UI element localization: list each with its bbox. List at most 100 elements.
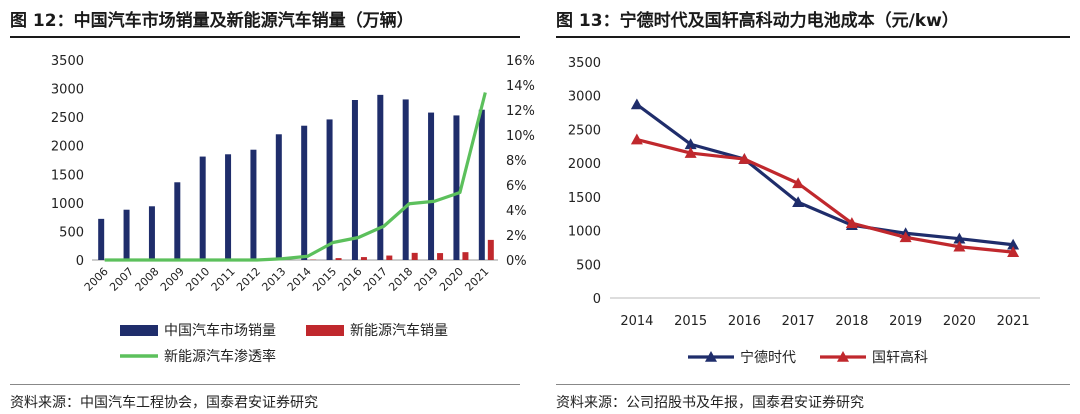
right-y-tick-label: 12% [506,104,535,119]
cost-x-tick-label: 2019 [889,314,922,329]
left-x-tick-label: 2008 [133,265,162,294]
right-y-tick-label: 14% [506,79,535,94]
cost-x-tick-label: 2016 [728,314,761,329]
gotion-cost-point [630,133,643,145]
right-y-tick-label: 6% [506,179,527,194]
auto-sales-bar [250,149,257,260]
left-x-tick-label: 2019 [412,265,441,294]
legend-label-catl: 宁德时代 [740,349,796,366]
catl-cost-line [635,103,1014,247]
gotion-cost-point [684,147,697,158]
left-x-tick-label: 2011 [209,265,238,294]
left-y-tick-label: 2500 [51,111,84,126]
cost-y-tick-label: 2000 [568,157,601,172]
gotion-cost-point [845,217,858,228]
cost-x-tick-label: 2014 [620,314,653,329]
left-x-tick-label: 2017 [361,265,390,294]
gotion-cost-point [953,240,966,252]
left-source-note: 资料来源：中国汽车工程协会，国泰君安证券研究 [10,395,318,411]
cost-y-tick-label: 2500 [568,123,601,138]
auto-sales-bar [402,99,409,260]
cost-y-tick-label: 1500 [568,191,601,206]
left-x-tick-label: 2012 [234,265,263,294]
catl-cost-point [630,98,643,110]
legend-label-gotion: 国轩高科 [872,349,928,366]
legend-swatch-gotion-marker [837,351,849,362]
gotion-cost-line [636,137,1014,254]
auto-sales-bar [351,100,358,260]
left-y-tick-label: 500 [59,225,84,240]
gotion-cost-point [1007,246,1020,257]
left-y-tick-label: 3500 [51,54,84,69]
cost-y-tick-label: 0 [593,292,601,307]
auto-sales-bar [377,94,384,260]
cost-x-tick-label: 2017 [782,314,815,329]
left-x-tick-label: 2009 [158,265,187,294]
left-y-tick-label: 3000 [51,83,84,98]
legend-swatch-auto-sales [120,325,158,336]
cost-y-tick-label: 3500 [568,56,601,71]
right-y-tick-label: 8% [506,154,527,169]
right-source-rule [556,384,1070,385]
right-y-tick-label: 2% [506,229,527,244]
cost-x-tick-label: 2015 [674,314,707,329]
gotion-cost-point [792,177,805,189]
left-x-tick-label: 2006 [82,265,111,294]
left-x-tick-label: 2014 [285,265,314,294]
left-x-tick-label: 2013 [259,265,288,294]
right-source-note: 资料来源：公司招股书及年报，国泰君安证券研究 [556,395,864,411]
right-y-tick-label: 16% [506,54,535,69]
auto-sales-bar [174,182,181,260]
auto-sales-bar [275,134,282,260]
right-title-rule [556,36,1070,38]
auto-sales-bar [478,109,485,260]
cost-x-tick-label: 2018 [835,314,868,329]
left-x-tick-label: 2016 [336,265,365,294]
auto-sales-bar [98,218,105,260]
nev-sales-bar [462,252,469,260]
auto-sales-bar [123,209,130,260]
left-x-tick-label: 2010 [183,265,212,294]
nev-sales-bar [360,257,367,260]
left-y-tick-label: 1000 [51,197,84,212]
right-y-tick-label: 4% [506,204,527,219]
right-figure-title: 图 13：宁德时代及国轩高科动力电池成本（元/kw） [556,11,959,31]
cost-y-tick-label: 1000 [568,225,601,240]
cost-x-tick-label: 2020 [943,314,976,329]
legend-label-nev-penetration: 新能源汽车渗透率 [164,348,276,365]
legend-label-auto-sales: 中国汽车市场销量 [164,322,276,339]
nev-sales-bar [487,239,494,260]
right-y-tick-label: 10% [506,129,535,144]
auto-sales-bar [225,154,232,260]
left-y-tick-label: 2000 [51,140,84,155]
gotion-cost-point [738,153,751,164]
nev-sales-bar [437,253,444,260]
legend-label-nev-sales: 新能源汽车销量 [350,322,448,339]
left-x-tick-label: 2015 [310,265,339,294]
catl-cost-point [1007,238,1020,250]
nev-penetration-line [104,92,487,262]
legend-swatch-catl-marker [705,351,717,362]
auto-sales-bar [428,112,435,260]
catl-cost-point [792,196,805,208]
auto-sales-bar [326,119,333,260]
auto-sales-bar [453,115,460,260]
auto-sales-bar [199,156,206,260]
left-x-tick-label: 2020 [437,265,466,294]
left-y-tick-label: 1500 [51,168,84,183]
left-source-rule [10,384,520,385]
auto-sales-bar [301,125,308,260]
right-y-tick-label: 0% [506,254,527,269]
left-title-rule [10,36,520,38]
nev-sales-bar [386,255,393,260]
nev-sales-bar [335,258,342,260]
auto-sales-bar [148,206,155,260]
left-x-tick-label: 2018 [386,265,415,294]
left-y-tick-label: 0 [76,254,84,269]
gotion-cost-point [899,231,912,243]
catl-cost-point [684,138,697,150]
catl-cost-point [953,232,966,244]
nev-sales-bar [411,252,418,260]
cost-y-tick-label: 500 [576,258,601,273]
